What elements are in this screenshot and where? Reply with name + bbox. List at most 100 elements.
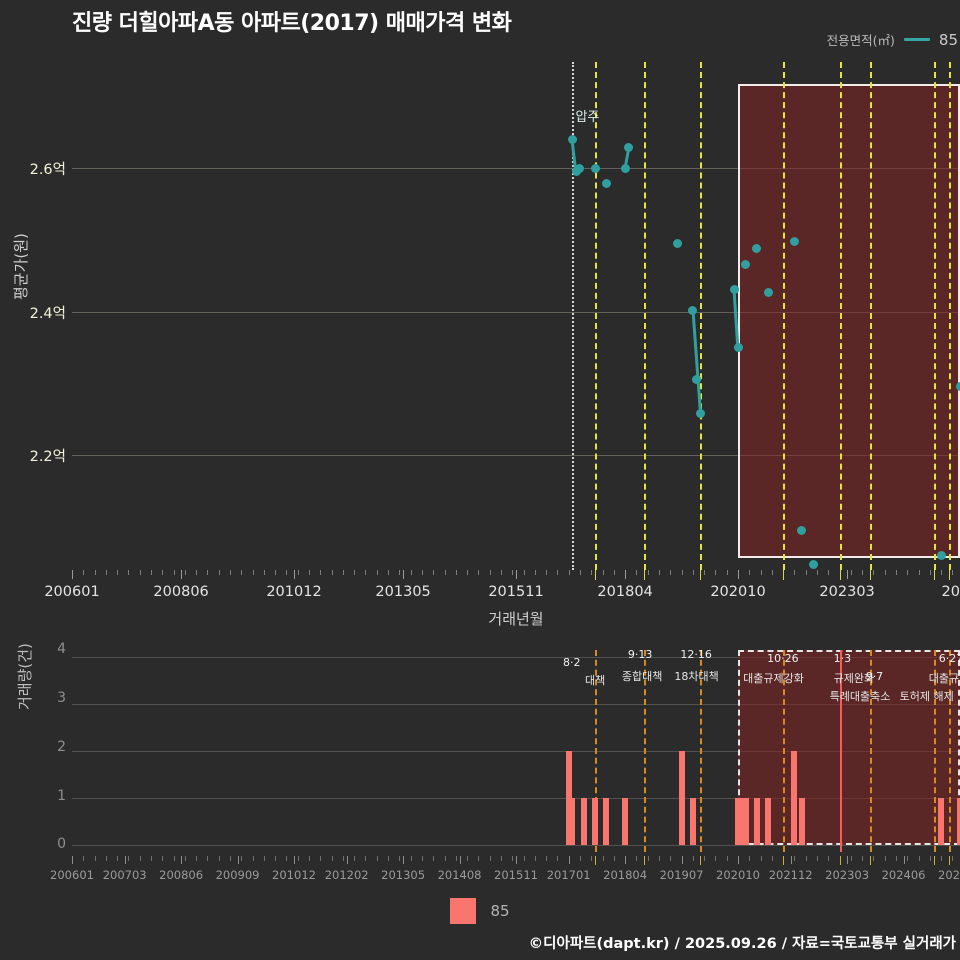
price-data-point[interactable] [789, 237, 799, 247]
price-axis-policy-tick [948, 570, 950, 580]
volume-axis-tick [557, 856, 559, 861]
price-legend-value: 85 [938, 30, 958, 49]
price-legend: 전용면적(㎡) 85 [827, 30, 958, 49]
policy-name-label: 대출규제 [928, 672, 960, 685]
policy-date-label: 9·7 [865, 670, 884, 683]
volume-bar[interactable] [569, 798, 576, 845]
volume-bar[interactable] [678, 751, 685, 845]
price-data-point[interactable] [729, 285, 739, 295]
price-data-point[interactable] [567, 134, 577, 144]
volume-ytick-label: 1 [57, 788, 66, 804]
price-axis-tick [105, 570, 107, 575]
volume-axis-tick [602, 856, 604, 861]
volume-ytick-label: 2 [57, 739, 66, 755]
volume-policy-marker-line [869, 650, 872, 852]
volume-bar[interactable] [592, 798, 599, 845]
policy-name-label: 대출규제강화 [743, 672, 804, 685]
volume-gridline [72, 704, 960, 705]
volume-bar[interactable] [735, 798, 741, 845]
policy-marker-line [933, 62, 936, 570]
price-data-point[interactable] [695, 408, 705, 418]
price-axis-tick [805, 570, 807, 575]
volume-axis-tick [512, 856, 514, 861]
price-axis-policy-tick [839, 570, 841, 580]
price-axis-tick [139, 570, 141, 575]
volume-axis-tick [117, 856, 119, 861]
price-axis-tick [173, 570, 175, 575]
volume-axis-tick [342, 856, 344, 861]
price-data-point[interactable] [673, 238, 683, 248]
volume-bar[interactable] [791, 751, 798, 845]
volume-axis-tick [162, 856, 164, 861]
volume-axis-tick [884, 856, 886, 861]
volume-bar[interactable] [738, 798, 745, 845]
price-highlight-region [738, 84, 960, 558]
volume-axis-major-tick [237, 856, 239, 864]
price-data-point[interactable] [763, 288, 773, 298]
price-data-point[interactable] [797, 525, 807, 535]
price-axis-tick [862, 570, 864, 575]
volume-legend-label: 85 [490, 902, 510, 920]
volume-bar[interactable] [580, 798, 587, 845]
volume-bar[interactable] [742, 798, 749, 845]
price-axis-tick [907, 570, 909, 575]
price-axis-tick [297, 570, 299, 575]
volume-policy-marker-line [839, 650, 842, 852]
volume-axis-major-tick [346, 856, 348, 864]
price-data-point[interactable] [936, 550, 946, 560]
page-title: 진량 더힐아파A동 아파트(2017) 매매가격 변화 [72, 11, 512, 36]
volume-policy-marker-line [700, 650, 703, 852]
volume-bar[interactable] [603, 798, 610, 845]
price-axis-tick [320, 570, 322, 575]
volume-bar[interactable] [765, 798, 772, 845]
price-ytick-label: 2.4억 [29, 305, 66, 322]
price-axis-tick [681, 570, 683, 575]
price-data-point[interactable] [955, 382, 960, 392]
volume-axis-tick [534, 856, 536, 861]
price-data-point[interactable] [620, 163, 630, 173]
price-data-point[interactable] [688, 305, 698, 315]
volume-bar[interactable] [957, 798, 960, 845]
volume-bar[interactable] [565, 751, 572, 845]
price-axis-policy-tick [595, 570, 597, 580]
volume-axis-tick [489, 856, 491, 861]
price-axis-tick [444, 570, 446, 575]
volume-axis-tick [354, 856, 356, 861]
price-axis-tick [388, 570, 390, 575]
price-axis-tick [83, 570, 85, 575]
volume-bar[interactable] [938, 798, 945, 845]
volume-ytick-label: 0 [57, 836, 66, 852]
policy-marker-line [643, 62, 646, 570]
volume-bar[interactable] [622, 798, 629, 845]
volume-policy-marker-line [948, 650, 951, 852]
volume-axis-tick [331, 856, 333, 861]
price-axis-tick [952, 570, 954, 575]
price-axis-policy-tick [783, 570, 785, 580]
price-axis-tick [489, 570, 491, 575]
price-data-point[interactable] [741, 260, 751, 270]
price-data-point[interactable] [575, 163, 585, 173]
volume-axis-major-tick [294, 856, 295, 864]
price-axis-tick [94, 570, 96, 575]
volume-bar[interactable] [689, 798, 696, 845]
price-axis-tick [873, 570, 875, 575]
volume-axis-tick [771, 856, 773, 861]
price-data-point[interactable] [601, 179, 611, 189]
volume-axis-major-tick [625, 856, 627, 864]
price-xtick-label: 202010 [710, 584, 766, 600]
price-axis-major-tick [738, 570, 739, 579]
price-axis-tick [196, 570, 198, 575]
price-data-point[interactable] [752, 243, 762, 253]
volume-xtick-label: 200909 [215, 868, 260, 882]
volume-bar[interactable] [798, 798, 805, 845]
price-axis-tick [546, 570, 548, 575]
volume-axis-tick [794, 856, 796, 861]
policy-marker-line [700, 62, 703, 570]
price-data-point[interactable] [733, 342, 743, 352]
price-data-point[interactable] [808, 559, 818, 569]
price-data-point[interactable] [590, 163, 600, 173]
volume-bar[interactable] [753, 798, 760, 845]
price-data-point[interactable] [624, 143, 634, 153]
volume-axis-tick [749, 856, 751, 861]
price-data-point[interactable] [692, 375, 702, 385]
